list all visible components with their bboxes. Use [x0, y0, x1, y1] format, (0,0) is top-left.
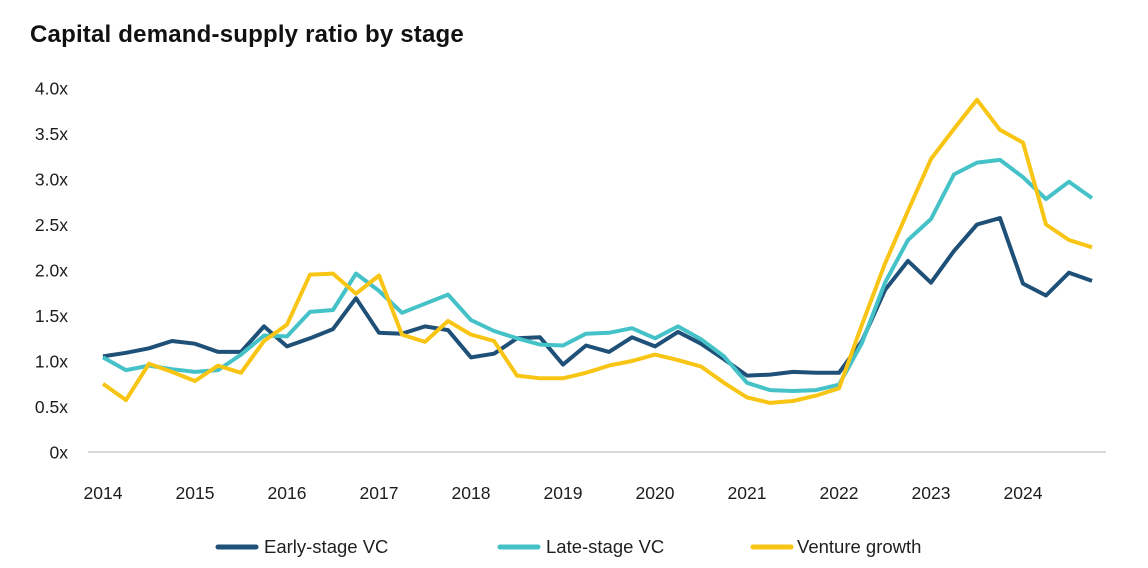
x-tick-label: 2017 — [360, 483, 399, 503]
y-tick-label: 2.5x — [35, 215, 68, 235]
chart-title: Capital demand-supply ratio by stage — [30, 21, 464, 48]
x-axis-tick-labels: 2014 2015 2016 2017 2018 2019 2020 2021 2022 2023… — [84, 483, 1043, 503]
x-tick-label: 2024 — [1004, 483, 1043, 503]
legend-item-early-stage-vc: Early-stage VC — [215, 536, 388, 557]
x-tick-label: 2021 — [728, 483, 767, 503]
x-tick-label: 2020 — [636, 483, 675, 503]
legend: Early-stage VC Late-stage VC Venture gro… — [215, 536, 921, 557]
y-tick-label: 1.5x — [35, 306, 68, 326]
y-tick-label: 3.5x — [35, 124, 68, 144]
x-tick-label: 2018 — [452, 483, 491, 503]
legend-label-early-stage-vc: Early-stage VC — [264, 536, 388, 557]
y-tick-label: 1.0x — [35, 352, 68, 372]
series-line-late-stage-vc — [102, 157, 1094, 393]
series-line-early-stage-vc — [102, 216, 1093, 378]
x-tick-label: 2022 — [820, 483, 859, 503]
y-tick-label: 4.0x — [35, 79, 68, 99]
x-tick-label: 2016 — [268, 483, 307, 503]
legend-item-venture-growth: Venture growth — [750, 536, 921, 557]
series-lines — [101, 97, 1094, 405]
x-tick-label: 2019 — [544, 483, 583, 503]
y-tick-label: 0.5x — [35, 397, 68, 417]
legend-item-late-stage-vc: Late-stage VC — [497, 536, 664, 557]
y-tick-label: 2.0x — [35, 261, 68, 281]
legend-label-venture-growth: Venture growth — [797, 536, 921, 557]
x-tick-label: 2023 — [912, 483, 951, 503]
legend-label-late-stage-vc: Late-stage VC — [546, 536, 664, 557]
y-tick-label: 0x — [50, 443, 69, 463]
y-axis-tick-labels: 0x 0.5x 1.0x 1.5x 2.0x 2.5x 3.0x 3.5x 4.0x — [35, 79, 68, 463]
series-line-venture-growth — [101, 97, 1093, 405]
x-tick-label: 2015 — [176, 483, 215, 503]
x-tick-label: 2014 — [84, 483, 123, 503]
y-tick-label: 3.0x — [35, 170, 68, 190]
